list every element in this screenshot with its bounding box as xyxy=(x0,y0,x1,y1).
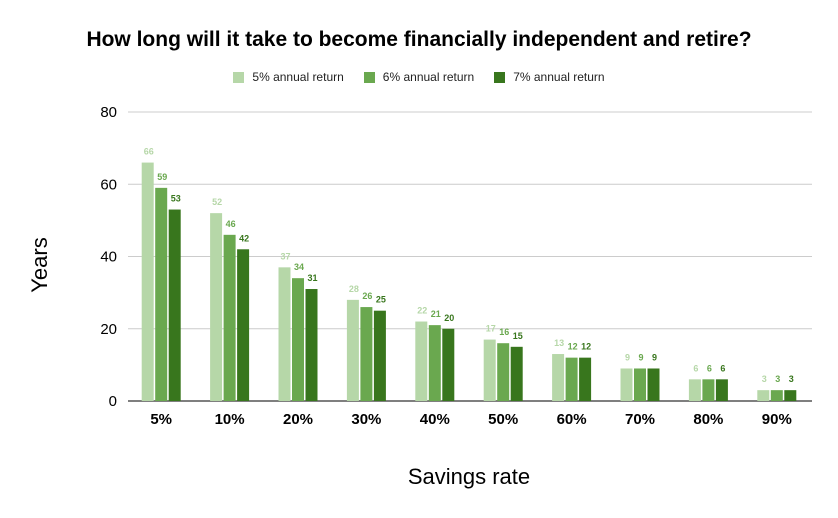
data-label: 66 xyxy=(144,147,154,157)
data-label: 3 xyxy=(775,374,780,384)
y-axis-title: Years xyxy=(27,237,52,293)
x-tick-label: 40% xyxy=(420,411,450,428)
legend: 5% annual return 6% annual return 7% ann… xyxy=(0,70,838,84)
data-label: 3 xyxy=(762,374,767,384)
bar xyxy=(237,249,250,401)
legend-item-5pct: 5% annual return xyxy=(233,70,344,84)
bar xyxy=(168,209,181,401)
bar xyxy=(442,328,455,401)
bar xyxy=(360,307,373,401)
legend-label-6pct: 6% annual return xyxy=(382,70,475,84)
x-tick-label: 10% xyxy=(215,411,245,428)
bar xyxy=(688,379,701,401)
bar xyxy=(579,357,592,401)
bar xyxy=(155,187,168,401)
y-tick-label: 20 xyxy=(100,321,117,338)
y-tick-label: 60 xyxy=(100,176,117,193)
data-label: 53 xyxy=(171,194,181,204)
bar xyxy=(552,354,565,401)
bar xyxy=(278,267,291,401)
legend-label-5pct: 5% annual return xyxy=(252,70,344,84)
data-label: 25 xyxy=(376,295,386,305)
x-axis-title: Savings rate xyxy=(407,464,531,489)
data-label: 26 xyxy=(362,291,372,301)
legend-item-6pct: 6% annual return xyxy=(363,70,475,84)
bar xyxy=(223,234,236,401)
data-label: 9 xyxy=(638,352,643,362)
bar xyxy=(292,278,304,401)
data-label: 34 xyxy=(294,262,304,272)
data-label: 9 xyxy=(625,352,630,362)
bar xyxy=(497,343,510,401)
data-label: 22 xyxy=(417,306,427,316)
bar xyxy=(702,379,715,401)
data-label: 6 xyxy=(707,363,712,373)
bar xyxy=(620,368,633,401)
bar xyxy=(305,289,318,401)
data-label: 52 xyxy=(212,197,222,207)
bar xyxy=(210,213,223,401)
bar xyxy=(770,390,783,401)
bar xyxy=(141,162,154,401)
data-label: 16 xyxy=(499,327,509,337)
legend-swatch-6pct xyxy=(363,71,375,83)
data-label: 42 xyxy=(239,233,249,243)
bar xyxy=(647,368,660,401)
data-label: 6 xyxy=(720,363,725,373)
data-label: 9 xyxy=(652,352,657,362)
data-label: 28 xyxy=(349,284,359,294)
data-label: 37 xyxy=(280,251,290,261)
chart-title: How long will it take to become financia… xyxy=(86,28,752,51)
x-tick-label: 20% xyxy=(283,411,313,428)
bar xyxy=(415,321,428,401)
y-tick-label: 0 xyxy=(109,393,117,410)
x-tick-label: 50% xyxy=(488,411,518,428)
bar xyxy=(346,299,359,401)
data-label: 17 xyxy=(486,324,496,334)
bar xyxy=(510,346,523,401)
data-label: 12 xyxy=(568,342,578,352)
bar xyxy=(483,339,496,401)
data-label: 20 xyxy=(444,313,454,323)
legend-swatch-5pct xyxy=(233,71,245,83)
x-tick-label: 70% xyxy=(625,411,655,428)
bar xyxy=(428,325,441,401)
x-tick-label: 90% xyxy=(762,411,792,428)
x-tick-label: 5% xyxy=(150,411,172,428)
bar xyxy=(715,379,728,401)
x-tick-label: 80% xyxy=(693,411,723,428)
data-label: 3 xyxy=(789,374,794,384)
y-tick-label: 80 xyxy=(100,104,117,121)
legend-label-7pct: 7% annual return xyxy=(513,70,605,84)
data-label: 13 xyxy=(554,338,564,348)
bar xyxy=(373,310,386,401)
x-tick-label: 60% xyxy=(557,411,587,428)
bar xyxy=(565,357,578,401)
data-label: 46 xyxy=(226,219,236,229)
data-label: 21 xyxy=(431,309,441,319)
data-label: 15 xyxy=(513,331,523,341)
data-label: 12 xyxy=(581,342,591,352)
legend-swatch-7pct xyxy=(494,71,506,83)
data-label: 6 xyxy=(693,363,698,373)
bar xyxy=(757,390,770,401)
bar xyxy=(784,390,797,401)
legend-item-7pct: 7% annual return xyxy=(494,70,605,84)
data-label: 31 xyxy=(307,273,317,283)
bar xyxy=(634,368,646,401)
data-label: 59 xyxy=(157,172,167,182)
x-tick-label: 30% xyxy=(351,411,381,428)
y-tick-label: 40 xyxy=(100,249,117,266)
